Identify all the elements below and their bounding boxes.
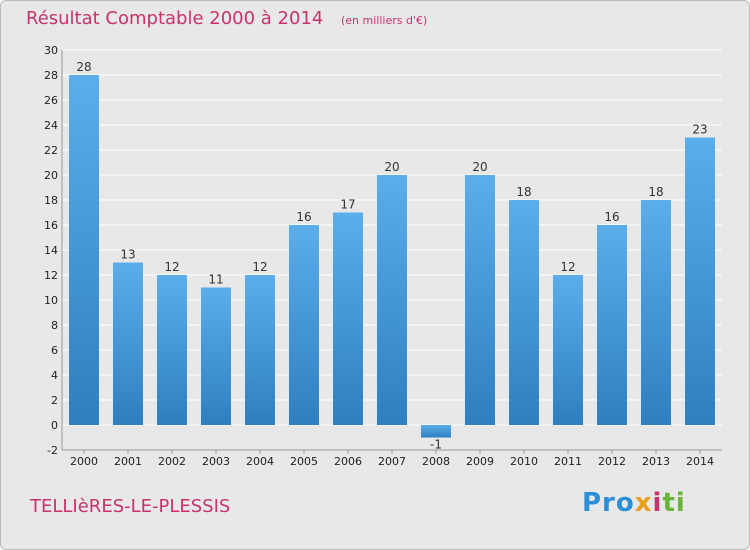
x-tick-label: 2010 (510, 455, 538, 468)
bar (333, 212, 363, 425)
y-tick-label: 10 (44, 294, 58, 307)
value-label: 16 (604, 210, 619, 224)
bar (553, 275, 583, 425)
x-tick-label: 2013 (642, 455, 670, 468)
x-tick-label: 2003 (202, 455, 230, 468)
bar (69, 75, 99, 425)
bar (509, 200, 539, 425)
value-label: -1 (430, 438, 442, 452)
y-tick-label: 22 (44, 144, 58, 157)
value-label: 12 (164, 260, 179, 274)
value-label: 16 (296, 210, 311, 224)
bar (377, 175, 407, 425)
value-label: 17 (340, 198, 355, 212)
x-tick-label: 2012 (598, 455, 626, 468)
value-label: 11 (208, 273, 223, 287)
y-tick-label: 2 (51, 394, 58, 407)
x-tick-label: 2002 (158, 455, 186, 468)
x-tick-label: 2006 (334, 455, 362, 468)
y-tick-label: 8 (51, 319, 58, 332)
x-tick-label: 2005 (290, 455, 318, 468)
y-tick-label: 18 (44, 194, 58, 207)
x-tick-label: 2004 (246, 455, 274, 468)
bar (113, 262, 143, 425)
bar (685, 137, 715, 425)
y-tick-label: 26 (44, 94, 58, 107)
x-tick-label: 2008 (422, 455, 450, 468)
y-tick-label: 0 (51, 419, 58, 432)
logo-part: i (652, 488, 663, 518)
proxiti-logo: Proxiti (582, 488, 686, 518)
x-tick-label: 2014 (686, 455, 714, 468)
value-label: 23 (692, 123, 707, 137)
value-label: 18 (648, 185, 663, 199)
y-tick-label: 20 (44, 169, 58, 182)
y-tick-label: 16 (44, 219, 58, 232)
value-label: 20 (472, 160, 487, 174)
commune-name: TELLIèRES-LE-PLESSIS (30, 496, 231, 517)
bar (597, 225, 627, 425)
x-tick-label: 2001 (114, 455, 142, 468)
bar (465, 175, 495, 425)
y-tick-label: 28 (44, 69, 58, 82)
bar (641, 200, 671, 425)
y-tick-label: -2 (47, 444, 58, 457)
value-label: 12 (560, 260, 575, 274)
logo-part: Pro (582, 488, 635, 518)
y-tick-label: 24 (44, 119, 58, 132)
bar (245, 275, 275, 425)
value-label: 28 (76, 60, 91, 74)
y-tick-label: 14 (44, 244, 58, 257)
chart-subtitle: (en milliers d'€) (341, 14, 428, 27)
logo-part: ti (662, 488, 686, 518)
chart-title: Résultat Comptable 2000 à 2014 (26, 8, 324, 29)
y-tick-label: 30 (44, 44, 58, 57)
x-tick-label: 2011 (554, 455, 582, 468)
logo-part: x (634, 488, 653, 518)
bar (421, 425, 451, 438)
value-label: 20 (384, 160, 399, 174)
value-label: 18 (516, 185, 531, 199)
y-tick-label: 4 (51, 369, 58, 382)
y-tick-label: 6 (51, 344, 58, 357)
x-tick-label: 2000 (70, 455, 98, 468)
y-tick-label: 12 (44, 269, 58, 282)
bar (201, 287, 231, 425)
value-label: 12 (252, 260, 267, 274)
x-tick-label: 2007 (378, 455, 406, 468)
bar (289, 225, 319, 425)
bar (157, 275, 187, 425)
value-label: 13 (120, 248, 135, 262)
x-tick-label: 2009 (466, 455, 494, 468)
